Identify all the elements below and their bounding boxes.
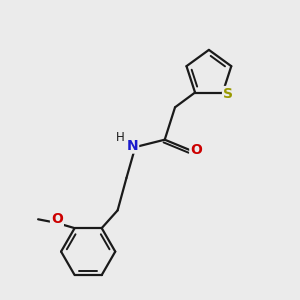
Text: O: O	[51, 212, 63, 226]
Text: H: H	[116, 131, 124, 144]
Text: O: O	[190, 143, 202, 157]
Text: S: S	[223, 87, 233, 101]
Text: N: N	[127, 139, 138, 153]
